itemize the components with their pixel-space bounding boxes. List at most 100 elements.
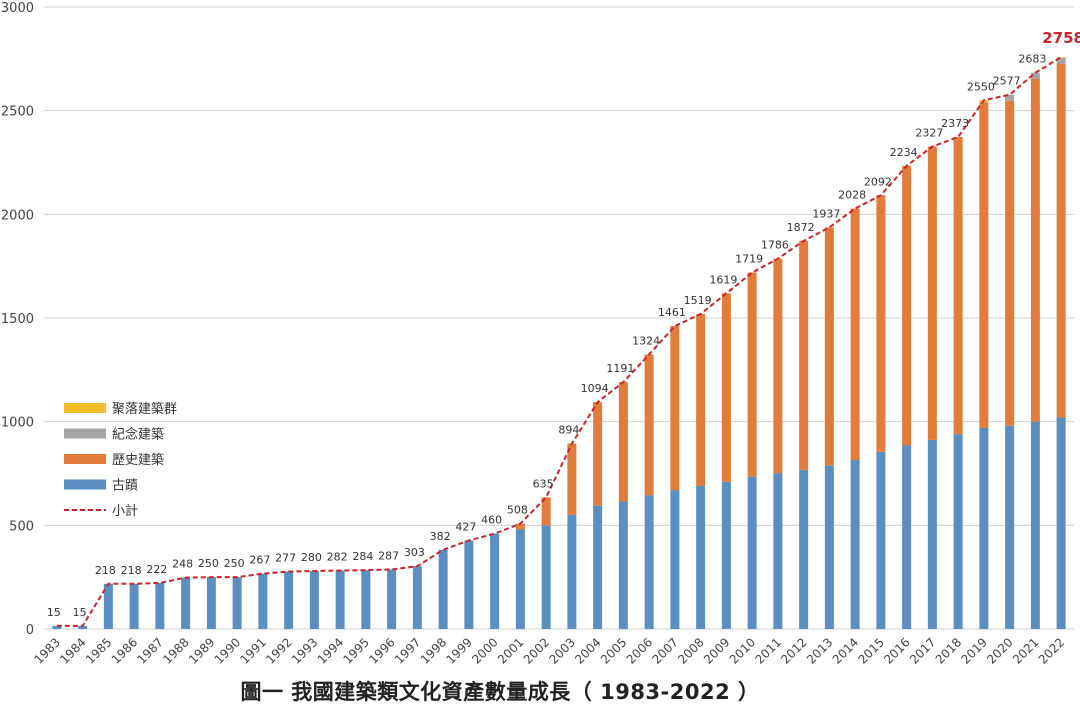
x-tick-label: 2003 xyxy=(546,635,577,666)
legend-swatch xyxy=(64,454,106,464)
data-label: 894 xyxy=(558,424,579,437)
bar-segment xyxy=(1056,64,1066,418)
legend-label: 紀念建築 xyxy=(112,427,164,443)
x-tick-label: 1988 xyxy=(160,635,191,666)
x-tick-label: 2015 xyxy=(855,635,886,666)
x-tick-label: 2021 xyxy=(1010,635,1041,666)
bar-segment xyxy=(387,569,397,629)
bar-segment xyxy=(515,529,525,629)
y-tick-label: 1500 xyxy=(1,312,34,327)
bar-segment xyxy=(541,497,551,526)
data-label: 218 xyxy=(121,564,142,577)
bar-segment xyxy=(206,577,216,629)
bar-segment xyxy=(927,146,937,440)
bar-segment xyxy=(567,443,577,515)
x-tick-label: 2016 xyxy=(881,635,912,666)
bar-segment xyxy=(824,227,834,466)
bar-segment xyxy=(103,583,113,629)
y-tick-label: 3000 xyxy=(1,1,34,16)
y-tick-label: 2500 xyxy=(1,105,34,120)
bar-segment xyxy=(1030,72,1040,79)
bar-segment xyxy=(284,571,294,629)
x-tick-label: 1994 xyxy=(315,635,346,666)
bar-segment xyxy=(361,570,371,629)
data-label: 2092 xyxy=(864,175,892,188)
x-tick-label: 1998 xyxy=(418,635,449,666)
bar-segment xyxy=(773,473,783,629)
bar-segment xyxy=(953,136,963,435)
bar-segment xyxy=(78,625,88,629)
y-tick-label: 2000 xyxy=(1,208,34,223)
x-tick-label: 2012 xyxy=(778,635,809,666)
data-label: 460 xyxy=(481,514,502,527)
data-label: 2234 xyxy=(890,146,918,159)
bar-segment xyxy=(799,469,809,629)
bar-segment xyxy=(155,582,165,629)
data-label: 277 xyxy=(275,552,296,565)
data-label: 1324 xyxy=(632,334,660,347)
bar-segment xyxy=(850,208,860,461)
legend-label: 聚落建築群 xyxy=(112,402,177,417)
data-label: 284 xyxy=(352,550,373,563)
bar-segment xyxy=(799,240,809,470)
bar-segment xyxy=(902,165,912,446)
x-tick-label: 1997 xyxy=(392,635,423,666)
bar-segment xyxy=(567,514,577,629)
bar-segment xyxy=(721,481,731,629)
x-tick-label: 2018 xyxy=(933,635,964,666)
data-label: 15 xyxy=(73,606,87,619)
legend-swatch xyxy=(64,479,106,490)
y-tick-label: 500 xyxy=(9,519,34,534)
bar-segment xyxy=(979,427,989,629)
bar-segment xyxy=(876,451,886,629)
data-label: 2758 xyxy=(1042,29,1080,47)
x-tick-label: 2019 xyxy=(958,635,989,666)
x-tick-label: 1995 xyxy=(340,635,371,666)
bar-segment xyxy=(979,102,989,428)
bar-segment xyxy=(824,465,834,629)
legend-swatch xyxy=(64,428,106,439)
bar-segment xyxy=(593,402,603,506)
data-label: 15 xyxy=(47,606,61,619)
x-tick-label: 1991 xyxy=(237,635,268,666)
bar-segment xyxy=(644,354,654,496)
data-label: 1094 xyxy=(581,382,609,395)
x-tick-label: 2001 xyxy=(495,635,526,666)
x-tick-label: 2022 xyxy=(1036,635,1067,666)
x-tick-label: 2006 xyxy=(624,635,655,666)
y-axis-ticks: 0 500 1000 1500 2000 2500 3000 xyxy=(1,1,34,638)
x-tick-label: 2011 xyxy=(752,635,783,666)
data-label: 1719 xyxy=(735,253,763,266)
bar-segment xyxy=(618,501,628,629)
bar-segment xyxy=(232,577,242,629)
bar-segment xyxy=(1005,94,1015,101)
bar-segment xyxy=(773,258,783,474)
bar-segment xyxy=(670,326,680,491)
bar-segment xyxy=(618,382,628,502)
x-tick-label: 1992 xyxy=(263,635,294,666)
bar-segment xyxy=(181,577,191,629)
data-label: 2550 xyxy=(967,80,995,93)
bar-segment xyxy=(1030,421,1040,629)
data-label: 282 xyxy=(327,551,348,564)
subtotal-line-layer xyxy=(56,56,1062,627)
data-label: 218 xyxy=(95,564,116,577)
data-label: 2577 xyxy=(993,75,1021,88)
bar-segment xyxy=(670,490,680,629)
data-label: 1872 xyxy=(787,221,815,234)
bar-segment xyxy=(953,434,963,629)
legend-swatch xyxy=(64,403,106,413)
bar-segment xyxy=(464,540,474,629)
data-label: 248 xyxy=(172,558,193,571)
data-label: 2327 xyxy=(915,127,943,140)
x-tick-label: 1985 xyxy=(83,635,114,666)
x-tick-label: 1990 xyxy=(212,635,243,666)
bar-segment xyxy=(747,272,757,477)
x-tick-label: 1993 xyxy=(289,635,320,666)
data-label: 635 xyxy=(533,477,554,490)
bar-segment xyxy=(747,476,757,629)
bar-segment xyxy=(876,195,886,452)
data-label: 222 xyxy=(146,563,167,576)
bar-segment xyxy=(412,566,422,629)
